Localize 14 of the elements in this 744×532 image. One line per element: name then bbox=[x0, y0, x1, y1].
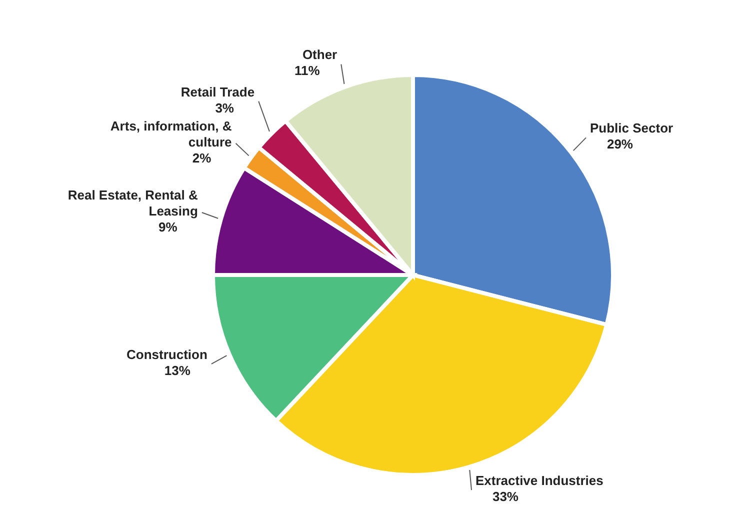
slice-label: Real Estate, Rental & Leasing bbox=[68, 188, 198, 219]
slice-label: Arts, information, & culture bbox=[110, 118, 232, 150]
slice-label: Other bbox=[302, 48, 338, 63]
data-label: 9% bbox=[158, 220, 178, 235]
slice-label: Public Sector bbox=[590, 121, 674, 136]
slice-label: Extractive Industries bbox=[475, 474, 604, 489]
data-label: 29% bbox=[606, 137, 634, 152]
data-label: 13% bbox=[164, 363, 191, 378]
slice-label: Retail Trade bbox=[180, 84, 255, 100]
data-label: 33% bbox=[492, 490, 519, 505]
data-label: 3% bbox=[215, 100, 234, 116]
slice-label: Construction bbox=[126, 347, 208, 362]
data-label: 2% bbox=[192, 150, 212, 166]
data-label: 11% bbox=[294, 64, 320, 79]
